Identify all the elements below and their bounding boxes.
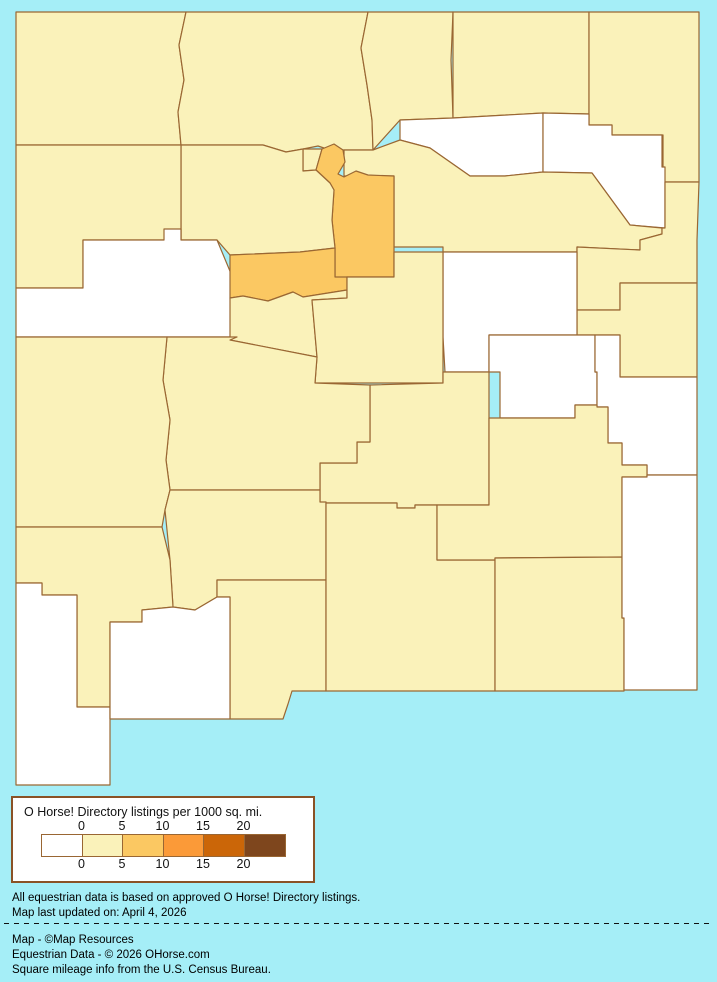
legend-tick-label: 5	[118, 819, 126, 833]
legend-tick-label: 20	[236, 819, 251, 833]
legend-tick-label: 10	[155, 857, 170, 871]
legend-box: O Horse! Directory listings per 1000 sq.…	[11, 796, 315, 883]
legend-tick-label: 10	[155, 819, 170, 833]
county-colfax[interactable]	[452, 11, 590, 119]
dashed-separator	[4, 923, 712, 924]
legend-tick-label: 0	[78, 857, 85, 871]
credit-map: Map - ©Map Resources	[12, 934, 134, 946]
legend-tick-label: 20	[236, 857, 251, 871]
legend-tick-label: 15	[196, 819, 210, 833]
county-eddy[interactable]	[494, 556, 625, 692]
county-hidalgo[interactable]	[15, 582, 111, 786]
legend-tick-row-top: 0 5 10 15 20	[41, 819, 284, 834]
county-taos[interactable]	[360, 11, 454, 151]
legend-swatch-strip	[41, 834, 286, 857]
county-san-juan[interactable]	[15, 11, 187, 146]
legend-swatch-2	[123, 835, 164, 856]
county-sandoval[interactable]	[180, 144, 336, 256]
legend-swatch-0	[42, 835, 83, 856]
legend-swatch-4	[204, 835, 245, 856]
county-lea[interactable]	[621, 474, 698, 691]
legend-swatch-5	[244, 835, 285, 856]
legend-title: O Horse! Directory listings per 1000 sq.…	[24, 805, 263, 819]
legend-tick-label: 5	[118, 857, 126, 871]
note-last-updated: Map last updated on: April 4, 2026	[12, 907, 187, 919]
credit-equestrian-data: Equestrian Data - © 2026 OHorse.com	[12, 949, 210, 961]
note-data-basis: All equestrian data is based on approved…	[12, 892, 361, 904]
legend-tick-label: 15	[196, 857, 210, 871]
credit-square-mileage: Square mileage info from the U.S. Census…	[12, 964, 271, 976]
legend-swatch-1	[82, 835, 123, 856]
legend-swatch-3	[163, 835, 204, 856]
county-luna[interactable]	[109, 596, 231, 720]
county-catron[interactable]	[15, 336, 171, 528]
county-rio-arriba[interactable]	[177, 11, 374, 153]
county-dona-ana[interactable]	[216, 579, 327, 720]
county-chaves[interactable]	[436, 404, 648, 561]
legend-tick-label: 0	[78, 819, 85, 833]
legend-tick-row-bottom: 0 5 10 15 20	[41, 857, 284, 872]
county-cibola[interactable]	[15, 228, 238, 338]
